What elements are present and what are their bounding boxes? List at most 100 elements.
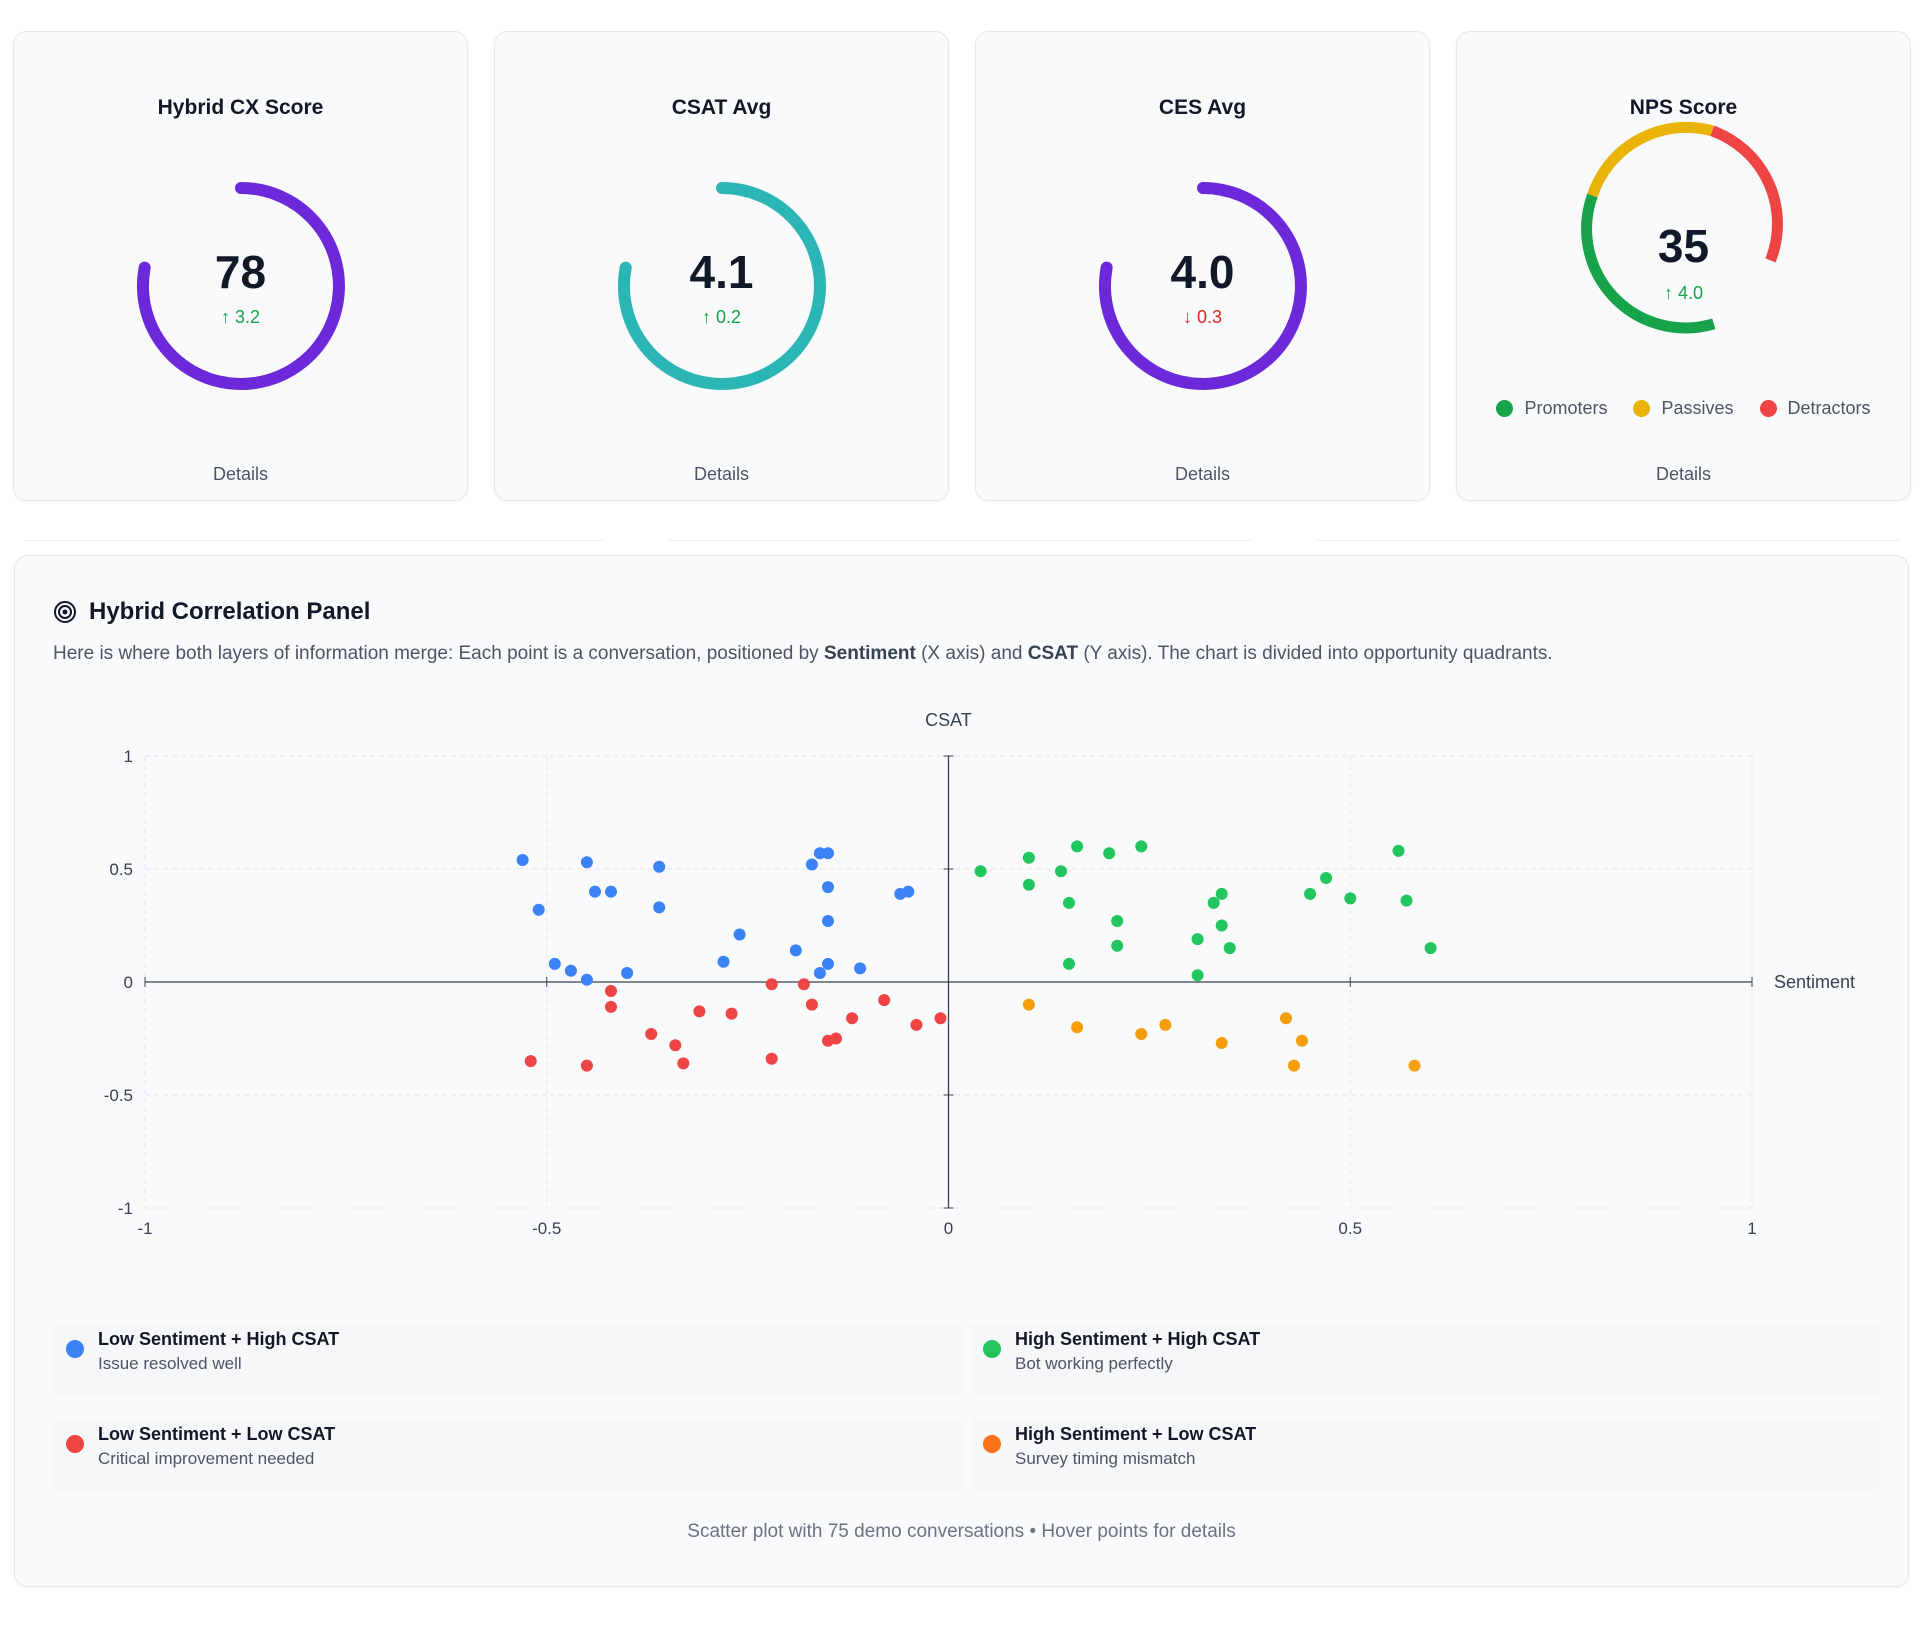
scatter-point[interactable] — [653, 901, 666, 914]
nps-arc-promoters — [1581, 193, 1716, 334]
scatter-point[interactable] — [765, 1052, 778, 1065]
scatter-point[interactable] — [532, 903, 545, 916]
scatter-point[interactable] — [822, 957, 834, 970]
quadrant-subtitle: Critical improvement needed — [98, 1449, 315, 1468]
scatter-point[interactable] — [605, 885, 617, 898]
scatter-point[interactable] — [524, 1055, 537, 1068]
scatter-point[interactable] — [1288, 1059, 1300, 1072]
scatter-point[interactable] — [1392, 844, 1405, 857]
scatter-point[interactable] — [813, 967, 826, 979]
scatter-point[interactable] — [1071, 840, 1084, 853]
scatter-point[interactable] — [564, 964, 577, 977]
correlation-scatter-chart[interactable]: -1 -0.5 0 0.5 1 1 0.5 0 -0.5 -1 CSAT Sentiment — [15, 556, 1908, 1256]
legend-label: Detractors — [1787, 398, 1871, 418]
scatter-point[interactable] — [805, 858, 818, 871]
panel-title: Hybrid Correlation Panel — [53, 598, 370, 626]
details-link[interactable]: Details — [1655, 464, 1712, 484]
scatter-point[interactable] — [902, 885, 915, 898]
scatter-point[interactable] — [822, 915, 834, 927]
scatter-point[interactable] — [1135, 1028, 1148, 1040]
scatter-point[interactable] — [830, 1032, 842, 1045]
scatter-point[interactable] — [1135, 840, 1148, 853]
scatter-point[interactable] — [1055, 865, 1067, 878]
scatter-point[interactable] — [797, 978, 810, 991]
scatter-point[interactable] — [934, 1012, 947, 1025]
scatter-point[interactable] — [1103, 847, 1116, 860]
scatter-point[interactable] — [1304, 887, 1317, 900]
scatter-point[interactable] — [822, 847, 834, 860]
scatter-point[interactable] — [605, 1000, 617, 1013]
scatter-point[interactable] — [548, 957, 561, 970]
kpi-card-csat: CSAT Avg 4.1 ↑ 0.2 Details — [494, 31, 949, 501]
scatter-point[interactable] — [1159, 1018, 1172, 1031]
scatter-point[interactable] — [1215, 1037, 1228, 1049]
scatter-point[interactable] — [1022, 998, 1035, 1011]
scatter-point[interactable] — [846, 1012, 859, 1025]
scatter-point[interactable] — [580, 856, 593, 869]
scatter-point[interactable] — [645, 1028, 658, 1040]
quadrant-box — [53, 1323, 963, 1395]
quadrant-low-sentiment-low-csat: Low Sentiment + Low CSAT Critical improv… — [66, 1421, 335, 1471]
scatter-point[interactable] — [1215, 919, 1228, 932]
y-tick-label: 1 — [124, 747, 133, 766]
green-dot-icon — [983, 1340, 1001, 1358]
scatter-point[interactable] — [653, 860, 666, 873]
scatter-point[interactable] — [516, 854, 529, 866]
gauge-value: 78 — [214, 246, 267, 298]
scatter-point[interactable] — [1320, 872, 1333, 884]
scatter-point[interactable] — [1111, 939, 1124, 952]
scatter-point[interactable] — [669, 1039, 682, 1052]
desc-text: (Y axis). The chart is divided into oppo… — [1078, 643, 1553, 664]
scatter-point[interactable] — [580, 973, 593, 986]
scatter-point[interactable] — [1215, 887, 1228, 900]
scatter-point[interactable] — [1344, 892, 1357, 905]
scatter-point[interactable] — [1022, 878, 1035, 891]
legend-promoters: Promoters — [1496, 398, 1607, 419]
y-tick-label: -0.5 — [104, 1086, 133, 1105]
scatter-point[interactable] — [1063, 896, 1075, 909]
details-link[interactable]: Details — [1174, 464, 1231, 484]
scatter-point[interactable] — [854, 962, 867, 975]
chart-footnote: Scatter plot with 75 demo conversations … — [687, 1521, 1236, 1542]
scatter-point[interactable] — [1223, 942, 1236, 955]
scatter-point[interactable] — [1191, 933, 1204, 946]
scatter-point[interactable] — [677, 1057, 690, 1070]
scatter-point[interactable] — [1063, 957, 1075, 970]
quadrant-low-sentiment-high-csat: Low Sentiment + High CSAT Issue resolved… — [66, 1326, 339, 1376]
scatter-point[interactable] — [805, 998, 818, 1011]
scatter-point[interactable] — [589, 885, 601, 898]
scatter-point[interactable] — [693, 1005, 706, 1018]
scatter-point[interactable] — [605, 985, 617, 997]
desc-emphasis-csat: CSAT — [1027, 643, 1079, 664]
scatter-point[interactable] — [621, 967, 634, 979]
scatter-point[interactable] — [1280, 1012, 1292, 1025]
panel-description: Here is where both layers of information… — [53, 643, 1553, 665]
scatter-point[interactable] — [1111, 915, 1124, 927]
scatter-point[interactable] — [822, 881, 834, 894]
scatter-point[interactable] — [1207, 896, 1220, 909]
scatter-point[interactable] — [974, 865, 987, 878]
scatter-point[interactable] — [717, 955, 730, 968]
scatter-point[interactable] — [910, 1018, 923, 1031]
scatter-point[interactable] — [1071, 1021, 1084, 1034]
nps-legend: Promoters Passives Detractors — [1457, 398, 1910, 419]
scatter-point[interactable] — [789, 944, 802, 957]
scatter-point[interactable] — [725, 1007, 738, 1020]
details-link[interactable]: Details — [212, 464, 269, 484]
scatter-point[interactable] — [1296, 1034, 1308, 1047]
scatter-point[interactable] — [1424, 942, 1437, 955]
scatter-point[interactable] — [733, 928, 746, 941]
scatter-point[interactable] — [1022, 851, 1035, 864]
scatter-point[interactable] — [1408, 1059, 1421, 1072]
details-link[interactable]: Details — [693, 464, 750, 484]
quadrant-high-sentiment-low-csat: High Sentiment + Low CSAT Survey timing … — [983, 1421, 1256, 1471]
scatter-point[interactable] — [1400, 894, 1413, 907]
gauge-arc — [617, 182, 826, 390]
scatter-point[interactable] — [1191, 969, 1204, 982]
detractors-dot-icon — [1759, 400, 1777, 417]
scatter-point[interactable] — [765, 978, 778, 991]
scatter-point[interactable] — [878, 994, 891, 1007]
scatter-point[interactable] — [580, 1059, 593, 1072]
x-tick-label: -1 — [137, 1219, 152, 1238]
panel-title-text: Hybrid Correlation Panel — [89, 598, 371, 625]
